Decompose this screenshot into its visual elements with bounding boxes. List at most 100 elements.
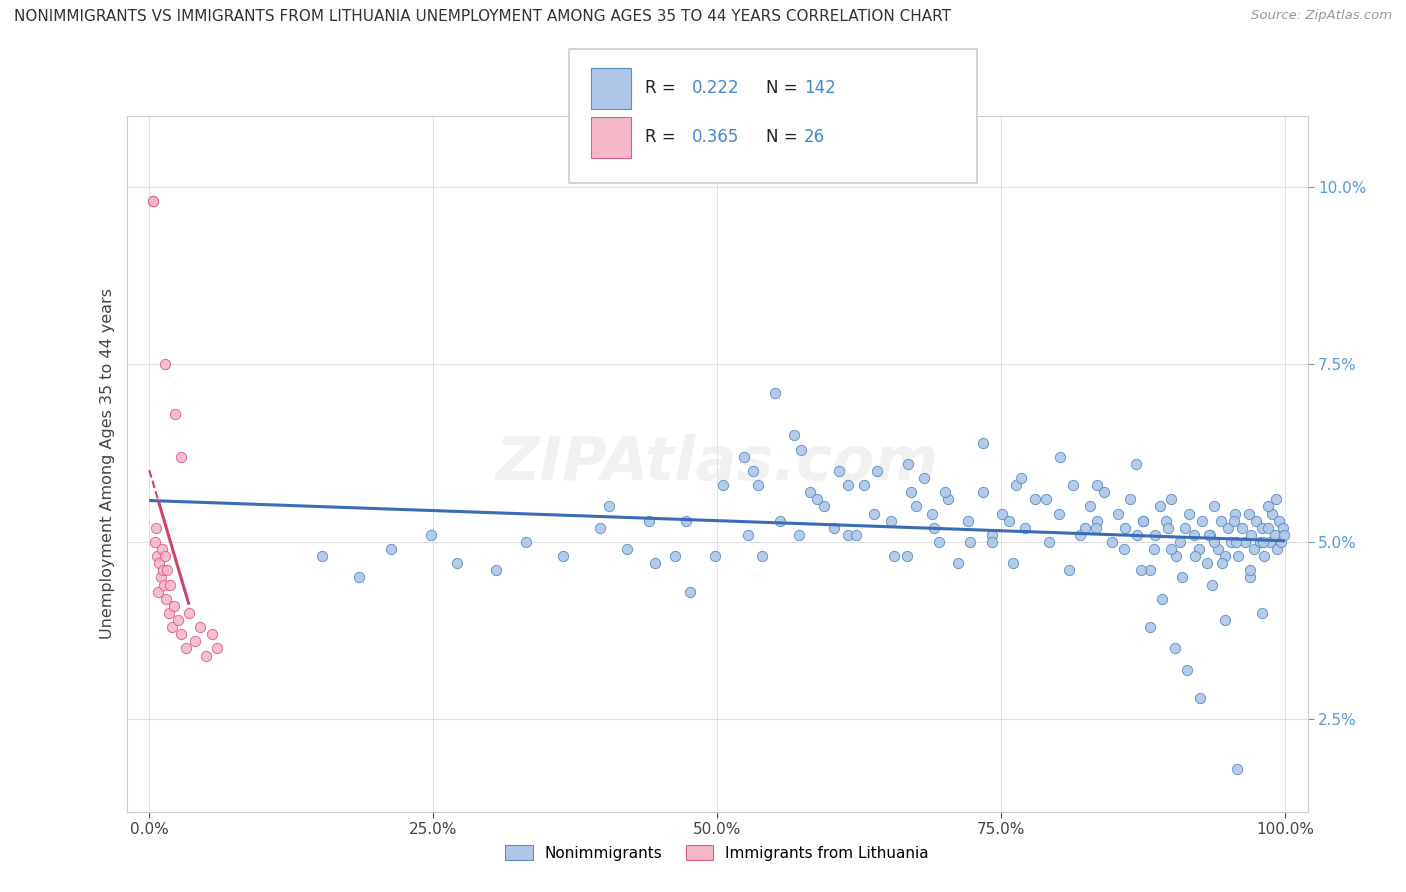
Point xyxy=(349,570,371,584)
Point xyxy=(799,485,821,500)
Point xyxy=(1271,521,1294,535)
Point xyxy=(177,606,200,620)
Point xyxy=(1234,535,1257,549)
Point xyxy=(862,507,884,521)
Point xyxy=(1251,521,1274,535)
Point xyxy=(1112,542,1135,557)
Point xyxy=(1226,762,1249,776)
Point xyxy=(897,457,920,471)
Point xyxy=(1160,492,1182,507)
Text: N =: N = xyxy=(766,79,803,97)
Point xyxy=(1253,549,1275,563)
Text: 26: 26 xyxy=(804,128,825,146)
Point xyxy=(768,514,790,528)
Point xyxy=(675,514,697,528)
Point xyxy=(1199,528,1222,542)
Point xyxy=(1187,542,1209,557)
Point xyxy=(1216,521,1239,535)
Point xyxy=(174,641,197,656)
Point xyxy=(1227,549,1250,563)
Point xyxy=(883,549,905,563)
Point xyxy=(866,464,889,478)
Point xyxy=(1211,514,1233,528)
Point xyxy=(1213,549,1236,563)
Point xyxy=(1049,450,1071,464)
Point xyxy=(896,549,918,563)
Point xyxy=(598,500,620,514)
Point xyxy=(1240,528,1263,542)
Point xyxy=(166,613,188,627)
Text: 0.222: 0.222 xyxy=(692,79,740,97)
Point xyxy=(165,407,187,421)
Point xyxy=(150,542,173,557)
Point xyxy=(160,620,183,634)
Point xyxy=(380,542,402,557)
Point xyxy=(153,577,176,591)
Point xyxy=(311,549,333,563)
Point xyxy=(1188,691,1211,706)
Point xyxy=(142,194,165,209)
Point xyxy=(148,556,170,570)
Point xyxy=(1024,492,1046,507)
Point xyxy=(1204,535,1226,549)
Point xyxy=(959,535,981,549)
Point xyxy=(1264,528,1286,542)
Point xyxy=(1175,663,1198,677)
Text: R =: R = xyxy=(645,79,682,97)
Point xyxy=(1035,492,1057,507)
Point xyxy=(644,556,666,570)
Point xyxy=(1010,471,1032,485)
Point xyxy=(912,471,935,485)
Point xyxy=(1204,500,1226,514)
Point xyxy=(1211,556,1233,570)
Point xyxy=(921,507,943,521)
Point xyxy=(956,514,979,528)
Point xyxy=(936,492,959,507)
Point xyxy=(991,507,1014,521)
Point xyxy=(207,641,229,656)
Point xyxy=(980,528,1002,542)
Point xyxy=(1114,521,1136,535)
Point xyxy=(551,549,574,563)
Point xyxy=(446,556,468,570)
Legend: Nonimmigrants, Immigrants from Lithuania: Nonimmigrants, Immigrants from Lithuania xyxy=(499,839,935,867)
Point xyxy=(201,627,224,641)
Point xyxy=(1129,563,1152,577)
Point xyxy=(157,606,180,620)
Point xyxy=(1265,542,1288,557)
Point xyxy=(1170,535,1192,549)
Point xyxy=(1154,514,1177,528)
Point xyxy=(1174,521,1197,535)
Point xyxy=(1195,556,1218,570)
Point xyxy=(880,514,903,528)
Point xyxy=(1223,507,1246,521)
Point xyxy=(1261,507,1284,521)
Point xyxy=(1144,528,1167,542)
Point xyxy=(1191,514,1213,528)
Point xyxy=(145,521,167,535)
Point xyxy=(1014,521,1036,535)
Point xyxy=(1139,620,1161,634)
Point xyxy=(1198,528,1220,542)
Point xyxy=(845,528,868,542)
Point xyxy=(1087,514,1109,528)
Point xyxy=(142,194,165,209)
Point xyxy=(1239,570,1261,584)
Point xyxy=(155,591,177,606)
Point xyxy=(153,549,176,563)
Point xyxy=(1184,549,1206,563)
Text: R =: R = xyxy=(645,128,682,146)
Point xyxy=(616,542,638,557)
Point xyxy=(972,435,994,450)
Y-axis label: Unemployment Among Ages 35 to 44 years: Unemployment Among Ages 35 to 44 years xyxy=(100,288,115,640)
Point xyxy=(711,478,734,492)
Point xyxy=(763,385,786,400)
Point xyxy=(188,620,211,634)
Point xyxy=(1085,521,1108,535)
Text: Source: ZipAtlas.com: Source: ZipAtlas.com xyxy=(1251,9,1392,22)
Point xyxy=(1243,542,1265,557)
Point xyxy=(1201,577,1223,591)
Point xyxy=(1132,514,1154,528)
Point xyxy=(195,648,218,663)
Point xyxy=(183,634,205,648)
